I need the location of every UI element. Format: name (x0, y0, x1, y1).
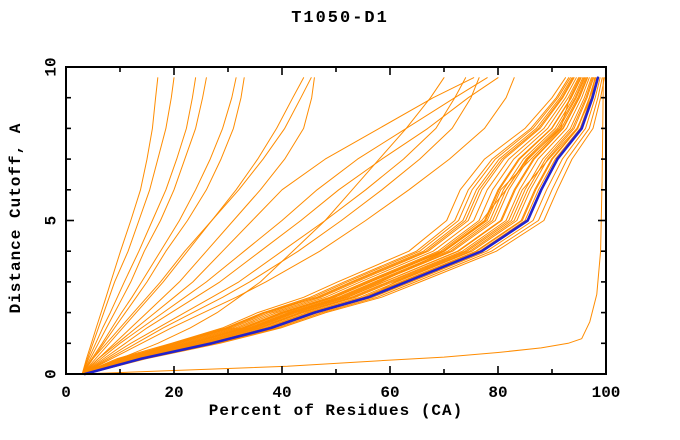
x-tick-label: 0 (61, 384, 71, 402)
model-mid-05-line (81, 77, 488, 375)
x-axis-label: Percent of Residues (CA) (208, 402, 464, 420)
model-band-01-line (85, 77, 605, 375)
model-mid-07-line (81, 77, 445, 375)
x-tick-label: 100 (592, 384, 621, 402)
model-band-22-line (81, 77, 577, 375)
x-tick-label: 60 (380, 384, 399, 402)
model-band-17-line (82, 77, 584, 375)
model-band-15-line (82, 77, 586, 375)
model-band-23-line (81, 77, 575, 375)
model-band-28-line (80, 77, 566, 375)
model-band-03-line (84, 77, 601, 375)
model-mid-02-line (81, 77, 312, 375)
chart-title: T1050-D1 (291, 9, 389, 28)
model-mid-04-line (81, 77, 475, 375)
model-mid-03-line (81, 77, 315, 375)
model-band-27-line (80, 77, 570, 375)
model-mid-06-line (81, 77, 499, 375)
model-outlier-flat-line (81, 77, 604, 375)
model-band-24-line (81, 77, 574, 375)
model-band-21-line (82, 77, 579, 375)
model-steep-04-line (81, 77, 207, 375)
model-steep-02-line (81, 77, 175, 375)
model-steep-03-line (81, 77, 197, 375)
x-tick-label: 80 (488, 384, 507, 402)
model-steep-06-line (81, 77, 245, 375)
model-mid-09-line (81, 77, 480, 375)
model-steep-05-line (81, 77, 237, 375)
model-band-25-line (81, 77, 573, 375)
model-mid-08-line (81, 77, 467, 375)
model-band-11-line (83, 77, 590, 375)
y-tick-label: 0 (43, 369, 61, 379)
model-mid-01-line (81, 77, 305, 375)
model-band-02-line (84, 77, 603, 375)
model-mid-10-line (81, 77, 515, 375)
x-tick-label: 20 (164, 384, 183, 402)
x-tick-label: 40 (272, 384, 291, 402)
model-steep-01-line (81, 77, 159, 375)
y-tick-label: 10 (43, 57, 61, 76)
y-tick-label: 5 (43, 216, 61, 226)
highlight-curve-line (83, 76, 600, 376)
